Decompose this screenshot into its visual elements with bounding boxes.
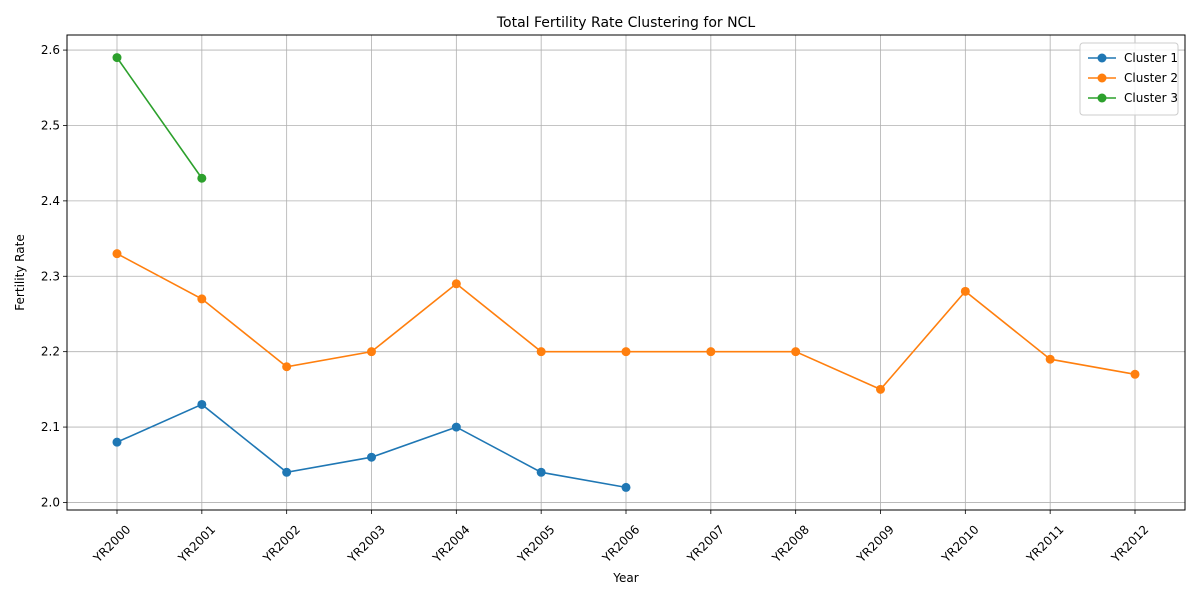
legend-marker	[1097, 73, 1107, 83]
series-line	[116, 57, 203, 179]
series-layer	[112, 53, 1140, 492]
x-axis-label: Year	[612, 571, 638, 585]
legend-item: Cluster 3	[1088, 91, 1178, 105]
data-point	[536, 347, 546, 357]
y-tick-label: 2.3	[41, 269, 60, 283]
data-point	[960, 286, 970, 296]
legend-marker	[1097, 53, 1107, 63]
legend-label: Cluster 2	[1124, 71, 1178, 85]
data-point	[451, 422, 461, 432]
y-axis: 2.0 2.1 2.2 2.3 2.4 2.5 2.6	[41, 43, 67, 509]
data-point	[791, 347, 801, 357]
data-point	[367, 452, 376, 462]
grid	[67, 35, 1185, 510]
y-tick-label: 2.2	[41, 345, 60, 359]
legend-item: Cluster 2	[1088, 71, 1178, 85]
data-point	[282, 467, 292, 477]
chart-title: Total Fertility Rate Clustering for NCL	[496, 15, 755, 31]
data-point	[112, 437, 122, 447]
data-point	[112, 249, 122, 259]
data-point	[706, 347, 716, 357]
data-point	[451, 279, 461, 289]
data-point	[282, 362, 292, 372]
legend-label: Cluster 3	[1124, 91, 1178, 105]
data-point	[876, 384, 885, 394]
data-point	[536, 467, 546, 477]
y-tick-label: 2.5	[41, 118, 60, 132]
data-point	[1045, 354, 1055, 364]
data-point	[1130, 369, 1140, 379]
data-point	[621, 347, 631, 357]
data-point	[197, 173, 207, 183]
legend-item: Cluster 1	[1088, 51, 1178, 65]
data-point	[197, 294, 207, 304]
data-point	[197, 399, 207, 409]
y-tick-label: 2.4	[41, 194, 60, 208]
data-point	[112, 53, 122, 63]
series-1	[112, 399, 631, 492]
y-tick-label: 2.6	[41, 43, 60, 57]
legend-marker	[1097, 93, 1107, 103]
series-3	[112, 53, 207, 183]
y-tick-label: 2.1	[41, 420, 60, 434]
legend: Cluster 1 Cluster 2 Cluster 3	[1079, 42, 1179, 116]
y-tick-label: 2.0	[41, 495, 60, 509]
y-axis-label: Fertility Rate	[13, 234, 27, 310]
series-2	[112, 249, 1140, 394]
legend-label: Cluster 1	[1124, 51, 1178, 65]
data-point	[367, 347, 376, 357]
data-point	[621, 482, 631, 492]
